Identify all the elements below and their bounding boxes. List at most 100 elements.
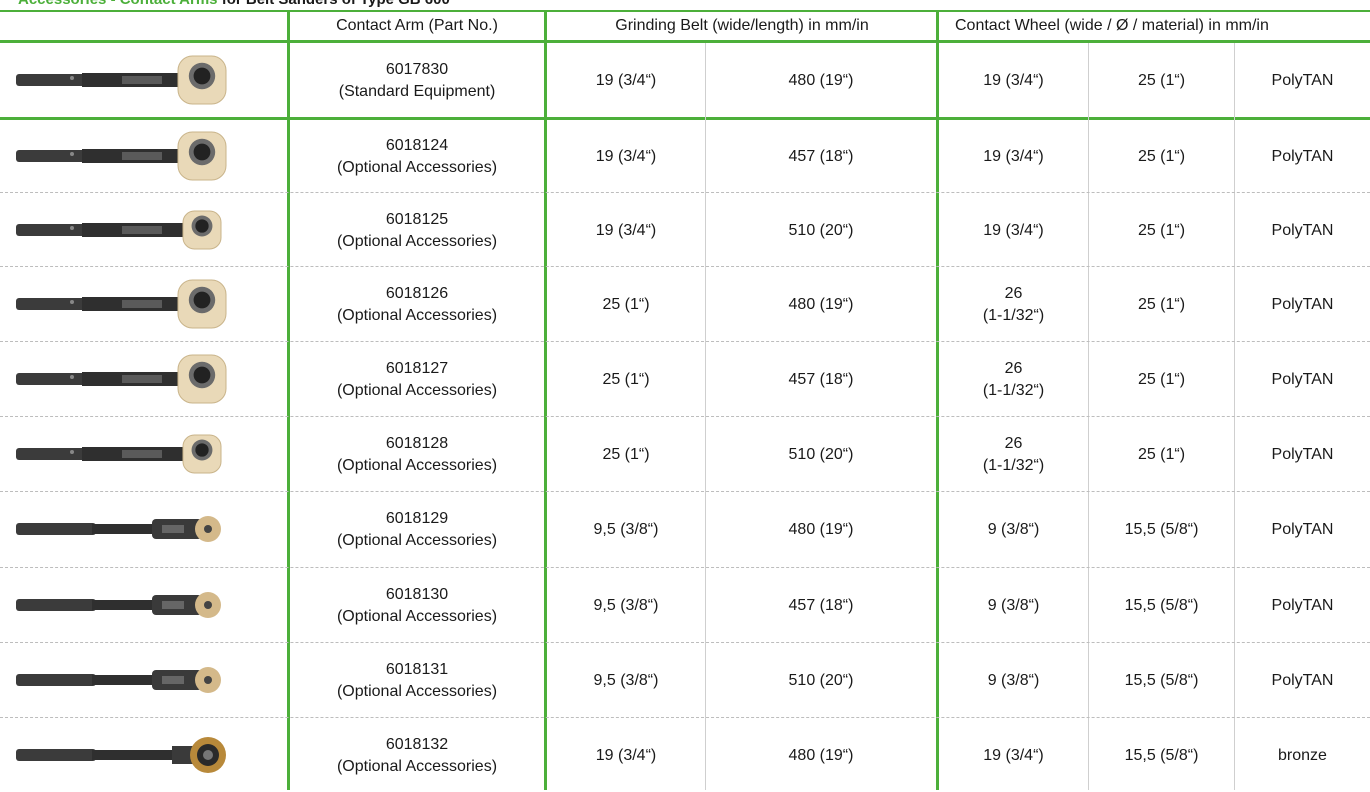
wheel-diameter-cell: 15,5 (5/8“) (1124, 746, 1199, 764)
belt-length-cell: 480 (19“) (788, 520, 854, 538)
wheel-diameter-cell: 25 (1“) (1137, 445, 1186, 463)
part-number-cell: 6018131 (Optional Accessories) (290, 644, 544, 717)
wheel-width-cell: 26 (1-1/32“) (982, 359, 1045, 399)
contact-arm-image (16, 131, 227, 181)
belt-length-cell: 457 (18“) (788, 370, 854, 388)
belt-length-cell: 510 (20“) (788, 221, 854, 239)
belt-length-cell: 510 (20“) (788, 671, 854, 689)
belt-width-cell: 19 (3/4“) (595, 746, 657, 764)
wheel-material-cell: PolyTAN (1271, 147, 1334, 165)
wheel-diameter-cell: 25 (1“) (1137, 370, 1186, 388)
wheel-width-cell: 9 (3/8“) (987, 671, 1040, 689)
row-separator (0, 341, 1370, 342)
row-separator (0, 192, 1370, 193)
part-number-cell: 6018126 (Optional Accessories) (290, 268, 544, 341)
wheel-material-cell: PolyTAN (1271, 295, 1334, 313)
title-rest: for Belt Sanders of Type GB 600 (218, 0, 450, 8)
header-rule (0, 40, 1370, 43)
part-note: (Optional Accessories) (336, 682, 498, 700)
part-note: (Optional Accessories) (336, 306, 498, 324)
belt-length-cell: 480 (19“) (788, 295, 854, 313)
row-separator (0, 491, 1370, 492)
part-number-cell: 6018125 (Optional Accessories) (290, 194, 544, 267)
belt-length-cell: 457 (18“) (788, 596, 854, 614)
part-number: 6018132 (385, 735, 449, 753)
belt-width-cell: 19 (3/4“) (595, 71, 657, 89)
belt-length-cell: 510 (20“) (788, 445, 854, 463)
belt-width-cell: 9,5 (3/8“) (593, 596, 659, 614)
wheel-diameter-cell: 25 (1“) (1137, 71, 1186, 89)
wheel-diameter-cell: 25 (1“) (1137, 221, 1186, 239)
wheel-material-cell: PolyTAN (1271, 671, 1334, 689)
wheel-width-cell: 19 (3/4“) (983, 71, 1044, 89)
row-separator (0, 567, 1370, 568)
belt-width-cell: 25 (1“) (602, 445, 650, 463)
wheel-width-cell: 19 (3/4“) (983, 221, 1044, 239)
part-number: 6018131 (385, 660, 449, 678)
wheel-material-cell: PolyTAN (1271, 221, 1334, 239)
contact-arm-image (16, 516, 221, 542)
part-number-cell: 6018124 (Optional Accessories) (290, 120, 544, 193)
wheel-width-cell: 19 (3/4“) (983, 746, 1044, 764)
contact-arm-image (16, 592, 221, 618)
part-number: 6017830 (385, 60, 449, 78)
belt-width-cell: 9,5 (3/8“) (593, 520, 659, 538)
part-note: (Standard Equipment) (338, 82, 496, 100)
part-number: 6018126 (385, 284, 449, 302)
row-separator (0, 717, 1370, 718)
wheel-width-cell: 26 (1-1/32“) (982, 434, 1045, 474)
col-divider-1 (287, 10, 290, 790)
part-note: (Optional Accessories) (336, 381, 498, 399)
header-grinding-belt: Grinding Belt (wide/length) in mm/in (615, 16, 869, 34)
part-number: 6018124 (385, 136, 449, 154)
wheel-diameter-cell: 25 (1“) (1137, 147, 1186, 165)
wheel-width-cell: 26 (1-1/32“) (982, 284, 1045, 324)
wheel-material-cell: bronze (1278, 746, 1327, 764)
part-number-cell: 6018127 (Optional Accessories) (290, 343, 544, 416)
wheel-diameter-cell: 15,5 (5/8“) (1124, 520, 1199, 538)
wheel-diameter-cell: 15,5 (5/8“) (1124, 596, 1199, 614)
wheel-material-cell: PolyTAN (1271, 445, 1334, 463)
part-note: (Optional Accessories) (336, 531, 498, 549)
wheel-width-cell: 19 (3/4“) (983, 147, 1044, 165)
belt-width-cell: 19 (3/4“) (595, 221, 657, 239)
belt-length-cell: 480 (19“) (788, 71, 854, 89)
wheel-width-cell: 9 (3/8“) (987, 596, 1040, 614)
part-number: 6018127 (385, 359, 449, 377)
part-number: 6018128 (385, 434, 449, 452)
belt-width-cell: 19 (3/4“) (595, 147, 657, 165)
wheel-material-cell: PolyTAN (1271, 71, 1334, 89)
header-contact-wheel: Contact Wheel (wide / Ø / material) in m… (955, 16, 1269, 34)
wheel-material-cell: PolyTAN (1271, 520, 1334, 538)
contact-arm-image (16, 667, 221, 693)
part-note: (Optional Accessories) (336, 607, 498, 625)
row-separator (0, 416, 1370, 417)
row-separator (0, 266, 1370, 267)
belt-length-cell: 457 (18“) (788, 147, 854, 165)
part-number-cell: 6018132 (Optional Accessories) (290, 719, 544, 792)
part-note: (Optional Accessories) (336, 232, 498, 250)
header-contact-arm: Contact Arm (Part No.) (336, 16, 498, 34)
wheel-width-cell: 9 (3/8“) (987, 520, 1040, 538)
contact-arm-image (16, 279, 227, 329)
belt-width-cell: 25 (1“) (602, 370, 650, 388)
col-divider-2 (544, 10, 547, 790)
belt-length-cell: 480 (19“) (788, 746, 854, 764)
wheel-material-cell: PolyTAN (1271, 596, 1334, 614)
contact-arm-image (16, 354, 227, 404)
col-divider-3 (936, 10, 939, 790)
belt-width-cell: 25 (1“) (602, 295, 650, 313)
title-accent: Accessories - Contact Arms (18, 0, 218, 8)
part-number-cell: 6017830 (Standard Equipment) (290, 44, 544, 117)
part-number: 6018125 (385, 210, 449, 228)
part-number-cell: 6018130 (Optional Accessories) (290, 569, 544, 642)
row-separator (0, 642, 1370, 643)
page-title: Accessories - Contact Arms for Belt Sand… (18, 0, 450, 9)
wheel-material-cell: PolyTAN (1271, 370, 1334, 388)
part-number-cell: 6018128 (Optional Accessories) (290, 418, 544, 491)
part-number-cell: 6018129 (Optional Accessories) (290, 493, 544, 566)
standard-row-rule (0, 117, 1370, 120)
contact-arm-image (16, 210, 222, 250)
table-top-rule (0, 10, 1370, 12)
part-note: (Optional Accessories) (336, 456, 498, 474)
